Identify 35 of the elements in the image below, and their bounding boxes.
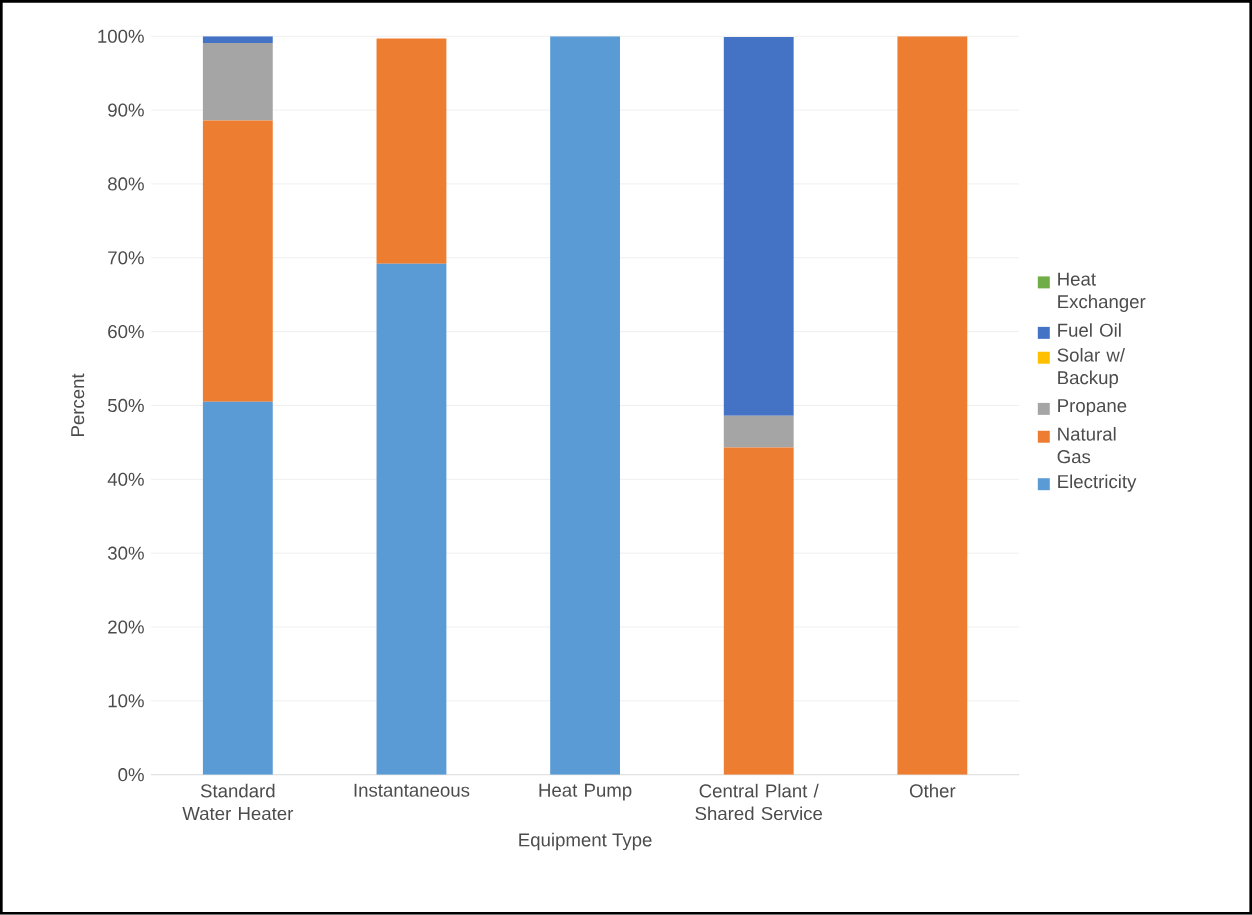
bar (723, 447, 794, 775)
bar (376, 38, 447, 264)
y-tick-label: 90% (108, 103, 144, 117)
y-tick-label: 20% (108, 620, 144, 634)
legend-label: Electricity (1058, 474, 1137, 492)
x-tick-label: Other (909, 783, 956, 798)
x-axis-title: Equipment Type (519, 832, 652, 851)
y-tick-label: 50% (108, 398, 144, 413)
bar (897, 36, 968, 775)
y-tick-label: 10% (108, 694, 144, 708)
legend-label: Fuel Oil (1058, 323, 1121, 337)
legend-label: Propane (1058, 399, 1127, 416)
y-tick-label: 100% (98, 29, 144, 43)
bar (202, 43, 273, 121)
bar (202, 401, 273, 775)
bar (723, 37, 794, 416)
x-tick-label: Instantaneous (354, 783, 470, 797)
y-tick-label: 60% (108, 325, 144, 339)
bar (550, 36, 621, 775)
x-tick-label: Central Plant / Shared Service (695, 783, 823, 821)
legend-label: Heat Exchanger (1058, 272, 1146, 313)
x-tick-label: Heat Pump (539, 783, 632, 801)
y-tick-label: 30% (107, 546, 144, 560)
y-tick-label: 40% (107, 472, 144, 487)
legend-label: Natural Gas (1057, 427, 1116, 464)
x-tick-label: Standard Water Heater (182, 783, 294, 821)
bar (376, 263, 447, 775)
y-axis-title: Percent (71, 373, 85, 437)
bar (202, 36, 273, 44)
y-tick-label: 70% (108, 251, 144, 265)
y-tick-label: 80% (108, 177, 144, 191)
y-tick-label: 0% (118, 768, 144, 782)
legend-label: Solar w/ Backup (1057, 348, 1125, 389)
bar (202, 120, 273, 402)
bar (723, 415, 794, 448)
